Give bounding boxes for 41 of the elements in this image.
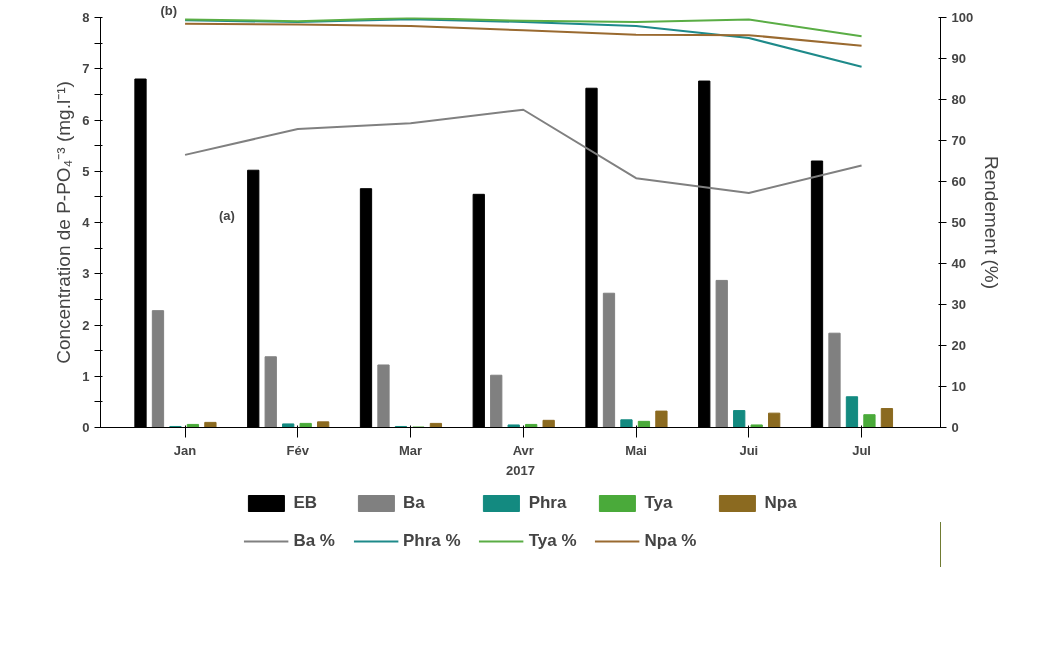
y2-tick-label: 50 <box>951 215 966 230</box>
x-tick-label: Avr <box>512 442 534 458</box>
x-tick-label: Jan <box>173 442 197 458</box>
y2-tick-label: 30 <box>951 297 966 312</box>
y2-tick-label: 0 <box>951 420 959 435</box>
y-tick-label: 5 <box>82 163 90 179</box>
legend-label: Ba % <box>293 531 335 551</box>
y2-tick-label: 80 <box>951 92 966 107</box>
y-tick-label: 3 <box>82 266 90 282</box>
x-tick-label: Jui <box>739 442 759 458</box>
legend-label: EB <box>293 493 318 513</box>
y-tick-label: 1 <box>82 368 90 384</box>
legend-label: Npa % <box>644 531 697 551</box>
x-tick-label: Mar <box>399 442 423 458</box>
y2-tick-label: 70 <box>951 133 966 148</box>
y-axis-title: Concentration de P-PO₄⁻³ (mg.l⁻¹) <box>53 81 75 364</box>
y-tick-label: 4 <box>82 215 91 230</box>
legend-label: Phra % <box>402 531 461 551</box>
y2-tick-label: 60 <box>951 174 966 189</box>
legend-label: Tya % <box>528 531 577 551</box>
y2-axis-title: Rendement (%) <box>981 155 1003 290</box>
y2-tick-label: 90 <box>951 51 966 66</box>
y2-tick-label: 40 <box>951 256 966 271</box>
y-tick-label: 2 <box>82 317 90 333</box>
x-tick-label: Fév <box>286 442 310 458</box>
y-tick-label: 0 <box>82 420 90 435</box>
x-tick-label: Jul <box>852 442 871 458</box>
legend-label: Phra <box>528 493 567 513</box>
y-tick-label: 8 <box>82 10 90 25</box>
annotation: (a) <box>218 207 235 223</box>
text: (b) <box>160 2 178 18</box>
x-axis-title: 2017 <box>506 462 535 478</box>
legend-label: Npa <box>764 493 797 513</box>
legend-label: Tya <box>644 493 673 513</box>
y2-tick-label: 100 <box>951 10 974 25</box>
y2-tick-label: 20 <box>951 338 966 353</box>
y-tick-label: 7 <box>82 61 90 77</box>
legend-label: Ba <box>402 493 425 513</box>
x-tick-label: Mai <box>625 442 647 458</box>
y2-tick-label: 10 <box>951 379 966 394</box>
y-tick-label: 6 <box>82 112 90 128</box>
